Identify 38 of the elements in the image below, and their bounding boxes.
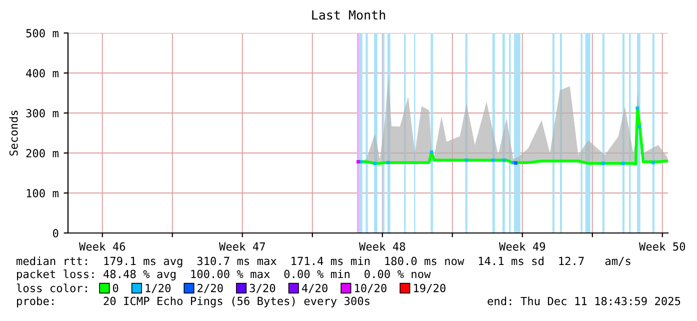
point [637,124,641,128]
text: probe: 20 ICMP Echo Pings (56 Bytes) every 300s [17,296,370,308]
legend-label: 19/20 [414,284,446,294]
point [356,160,360,164]
legend-label: 2/20 [198,284,223,294]
point [502,158,506,162]
point [652,160,655,164]
legend-label: 10/20 [355,284,386,294]
text: packet loss: 48.48 % avg 100.00 % max 0.00 % min 0.00 % now [17,270,431,280]
x-tick-label: Week 50 [638,242,686,251]
legend-label: 0 [112,284,118,292]
y-tick-label: 500 m [26,29,58,38]
legend-label: 3/20 [250,284,276,294]
point [492,158,495,162]
x-tick-label: Week 47 [218,242,265,251]
x-tick-label: Week 49 [498,242,546,251]
point [636,106,640,110]
x-tick-label: Week 48 [358,242,406,251]
y-tick-label: 0 [53,229,58,238]
y-tick-label: 300 m [26,109,58,118]
chart-title: Last Month [312,10,386,20]
text: end: Thu Dec 11 18:43:59 2025 [488,296,680,306]
x-tick-label: Week 46 [78,242,126,251]
legend-label: 1/20 [146,284,171,294]
y-tick-label: 400 m [26,69,58,78]
point [514,161,518,165]
y-axis-title: Seconds [9,110,18,156]
point [464,158,468,162]
y-tick-label: 200 m [26,149,58,158]
point [622,162,625,166]
legend-title: loss color: [16,284,87,292]
y-tick-label: 100 m [26,189,58,198]
text: median rtt: 179.1 ms avg 310.7 ms max 171.4 ms min 180.0 ms now 14.1 ms sd 12.7 am/s [16,256,630,268]
point [386,160,390,164]
point [373,162,377,166]
point [602,162,605,166]
point [430,150,434,154]
legend-label: 4/20 [302,284,328,294]
